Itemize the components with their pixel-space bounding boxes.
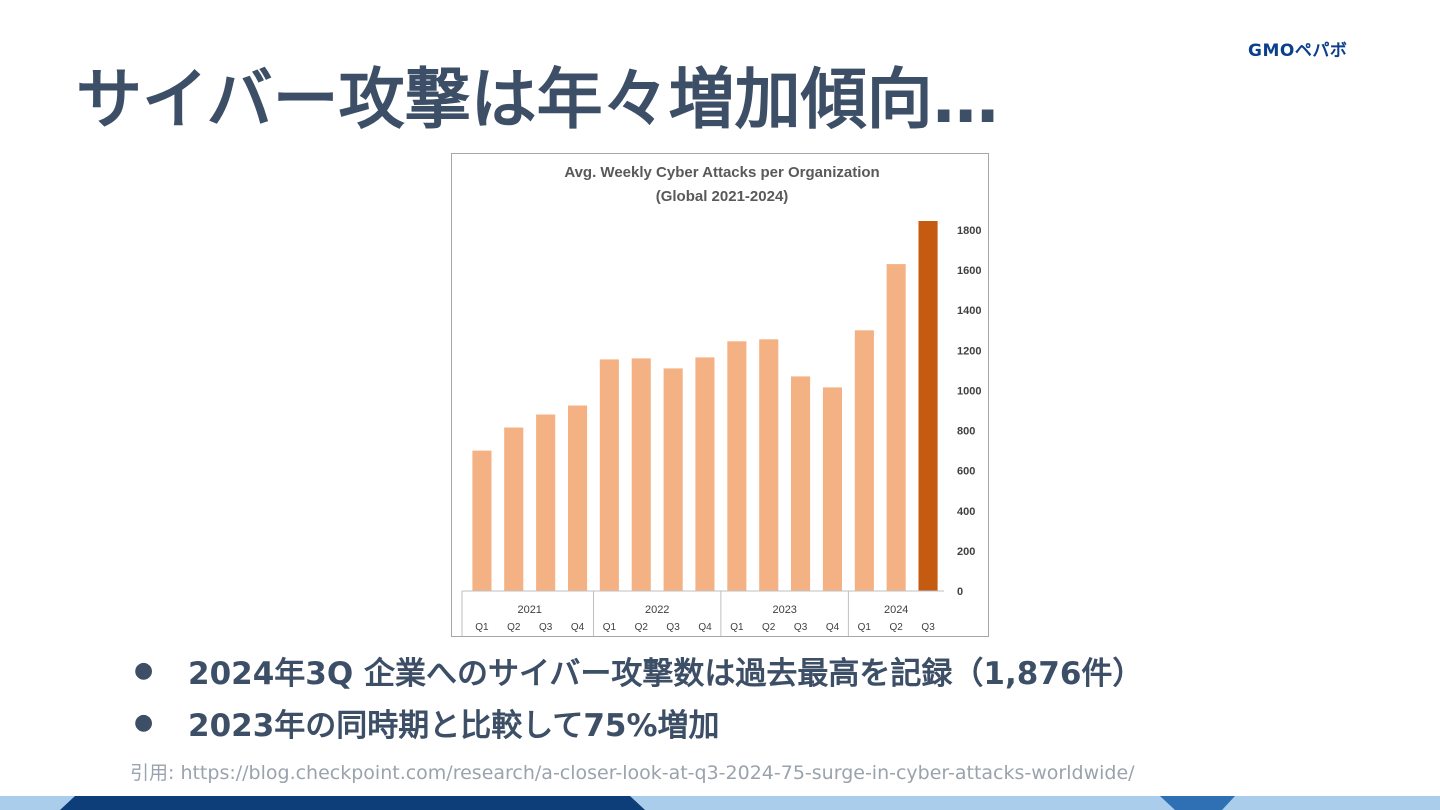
bar-2023-q3: [791, 376, 811, 591]
y-tick-label: 600: [957, 466, 975, 478]
bullet-marker: ●: [134, 657, 154, 683]
x-tick-label: Q4: [826, 622, 840, 633]
x-tick-label: Q1: [730, 622, 744, 633]
bullet-item-increase: ● 2023年の同時期と比較して75%増加: [130, 696, 1330, 748]
x-tick-label: Q1: [475, 622, 489, 633]
bar-2021-q1: [472, 450, 492, 591]
bullet-marker: ●: [134, 709, 154, 735]
footer-dark-shape: [60, 796, 645, 810]
bars-layer: [472, 221, 938, 591]
bar-2022-q4: [695, 357, 715, 591]
x-tick-label: Q1: [603, 622, 617, 633]
x-tick-label: Q2: [762, 622, 776, 633]
page-title: サイバー攻撃は年々増加傾向…: [76, 61, 999, 138]
bar-2024-q1: [854, 330, 874, 591]
year-group-label: 2021: [517, 604, 541, 616]
company-logo: GMOペパボ: [1248, 41, 1348, 61]
bullet-item-record: ● 2024年3Q 企業へのサイバー攻撃数は過去最高を記録（1,876件）: [130, 644, 1330, 696]
y-tick-label: 1400: [957, 305, 981, 317]
bar-2021-q4: [568, 405, 588, 591]
y-tick-label: 200: [957, 546, 975, 558]
year-group-label: 2022: [645, 604, 669, 616]
bullet-text: 2023年の同時期と比較して75%増加: [188, 707, 720, 744]
x-tick-label: Q2: [890, 622, 904, 633]
x-tick-label: Q3: [921, 622, 935, 633]
bar-2022-q2: [631, 358, 651, 591]
x-tick-label: Q3: [666, 622, 680, 633]
citation-link[interactable]: 引用: https://blog.checkpoint.com/research…: [130, 762, 1135, 784]
y-tick-label: 400: [957, 506, 975, 518]
x-tick-label: Q3: [794, 622, 808, 633]
footer-dark-shape: [1160, 796, 1235, 810]
footer-band: [0, 796, 1440, 810]
y-tick-label: 0: [957, 586, 963, 598]
chart-title: Avg. Weekly Cyber Attacks per Organizati…: [564, 164, 879, 181]
bar-2024-q2: [886, 264, 906, 591]
x-tick-label: Q2: [507, 622, 521, 633]
bar-2022-q1: [599, 359, 619, 591]
x-axis: Q1 Q2 Q3 Q4 Q1 Q2 Q3 Q4 Q1 Q2 Q3 Q4 Q1 Q2 Q3 2021 2022 20…: [461, 590, 944, 636]
bar-2021-q2: [504, 427, 524, 591]
bar-2023-q4: [822, 387, 842, 591]
bar-chart: Avg. Weekly Cyber Attacks per Organizati…: [461, 164, 981, 636]
y-tick-label: 800: [957, 426, 975, 438]
y-tick-label: 1800: [957, 225, 981, 237]
chart-image-frame: Avg. Weekly Cyber Attacks per Organizati…: [451, 153, 989, 637]
x-tick-label: Q1: [858, 622, 872, 633]
bar-2021-q3: [536, 414, 556, 591]
y-tick-label: 1000: [957, 385, 981, 397]
x-tick-label: Q2: [635, 622, 649, 633]
bar-2023-q1: [727, 341, 747, 591]
bar-2023-q2: [759, 339, 779, 591]
y-axis: 0 200 400 600 800 1000 1200 1400 1600 1800: [957, 225, 981, 598]
y-tick-label: 1200: [957, 345, 981, 357]
year-group-label: 2024: [884, 604, 908, 616]
bullet-list: ● 2024年3Q 企業へのサイバー攻撃数は過去最高を記録（1,876件） ● …: [130, 644, 1330, 748]
bar-2024-q3: [918, 221, 938, 591]
x-tick-label: Q3: [539, 622, 553, 633]
bullet-text: 2024年3Q 企業へのサイバー攻撃数は過去最高を記録（1,876件）: [188, 655, 1144, 692]
year-group-label: 2023: [772, 604, 796, 616]
x-tick-label: Q4: [571, 622, 585, 633]
chart-subtitle: (Global 2021-2024): [656, 188, 789, 205]
x-tick-label: Q4: [698, 622, 712, 633]
y-tick-label: 1600: [957, 265, 981, 277]
bar-2022-q3: [663, 368, 683, 591]
